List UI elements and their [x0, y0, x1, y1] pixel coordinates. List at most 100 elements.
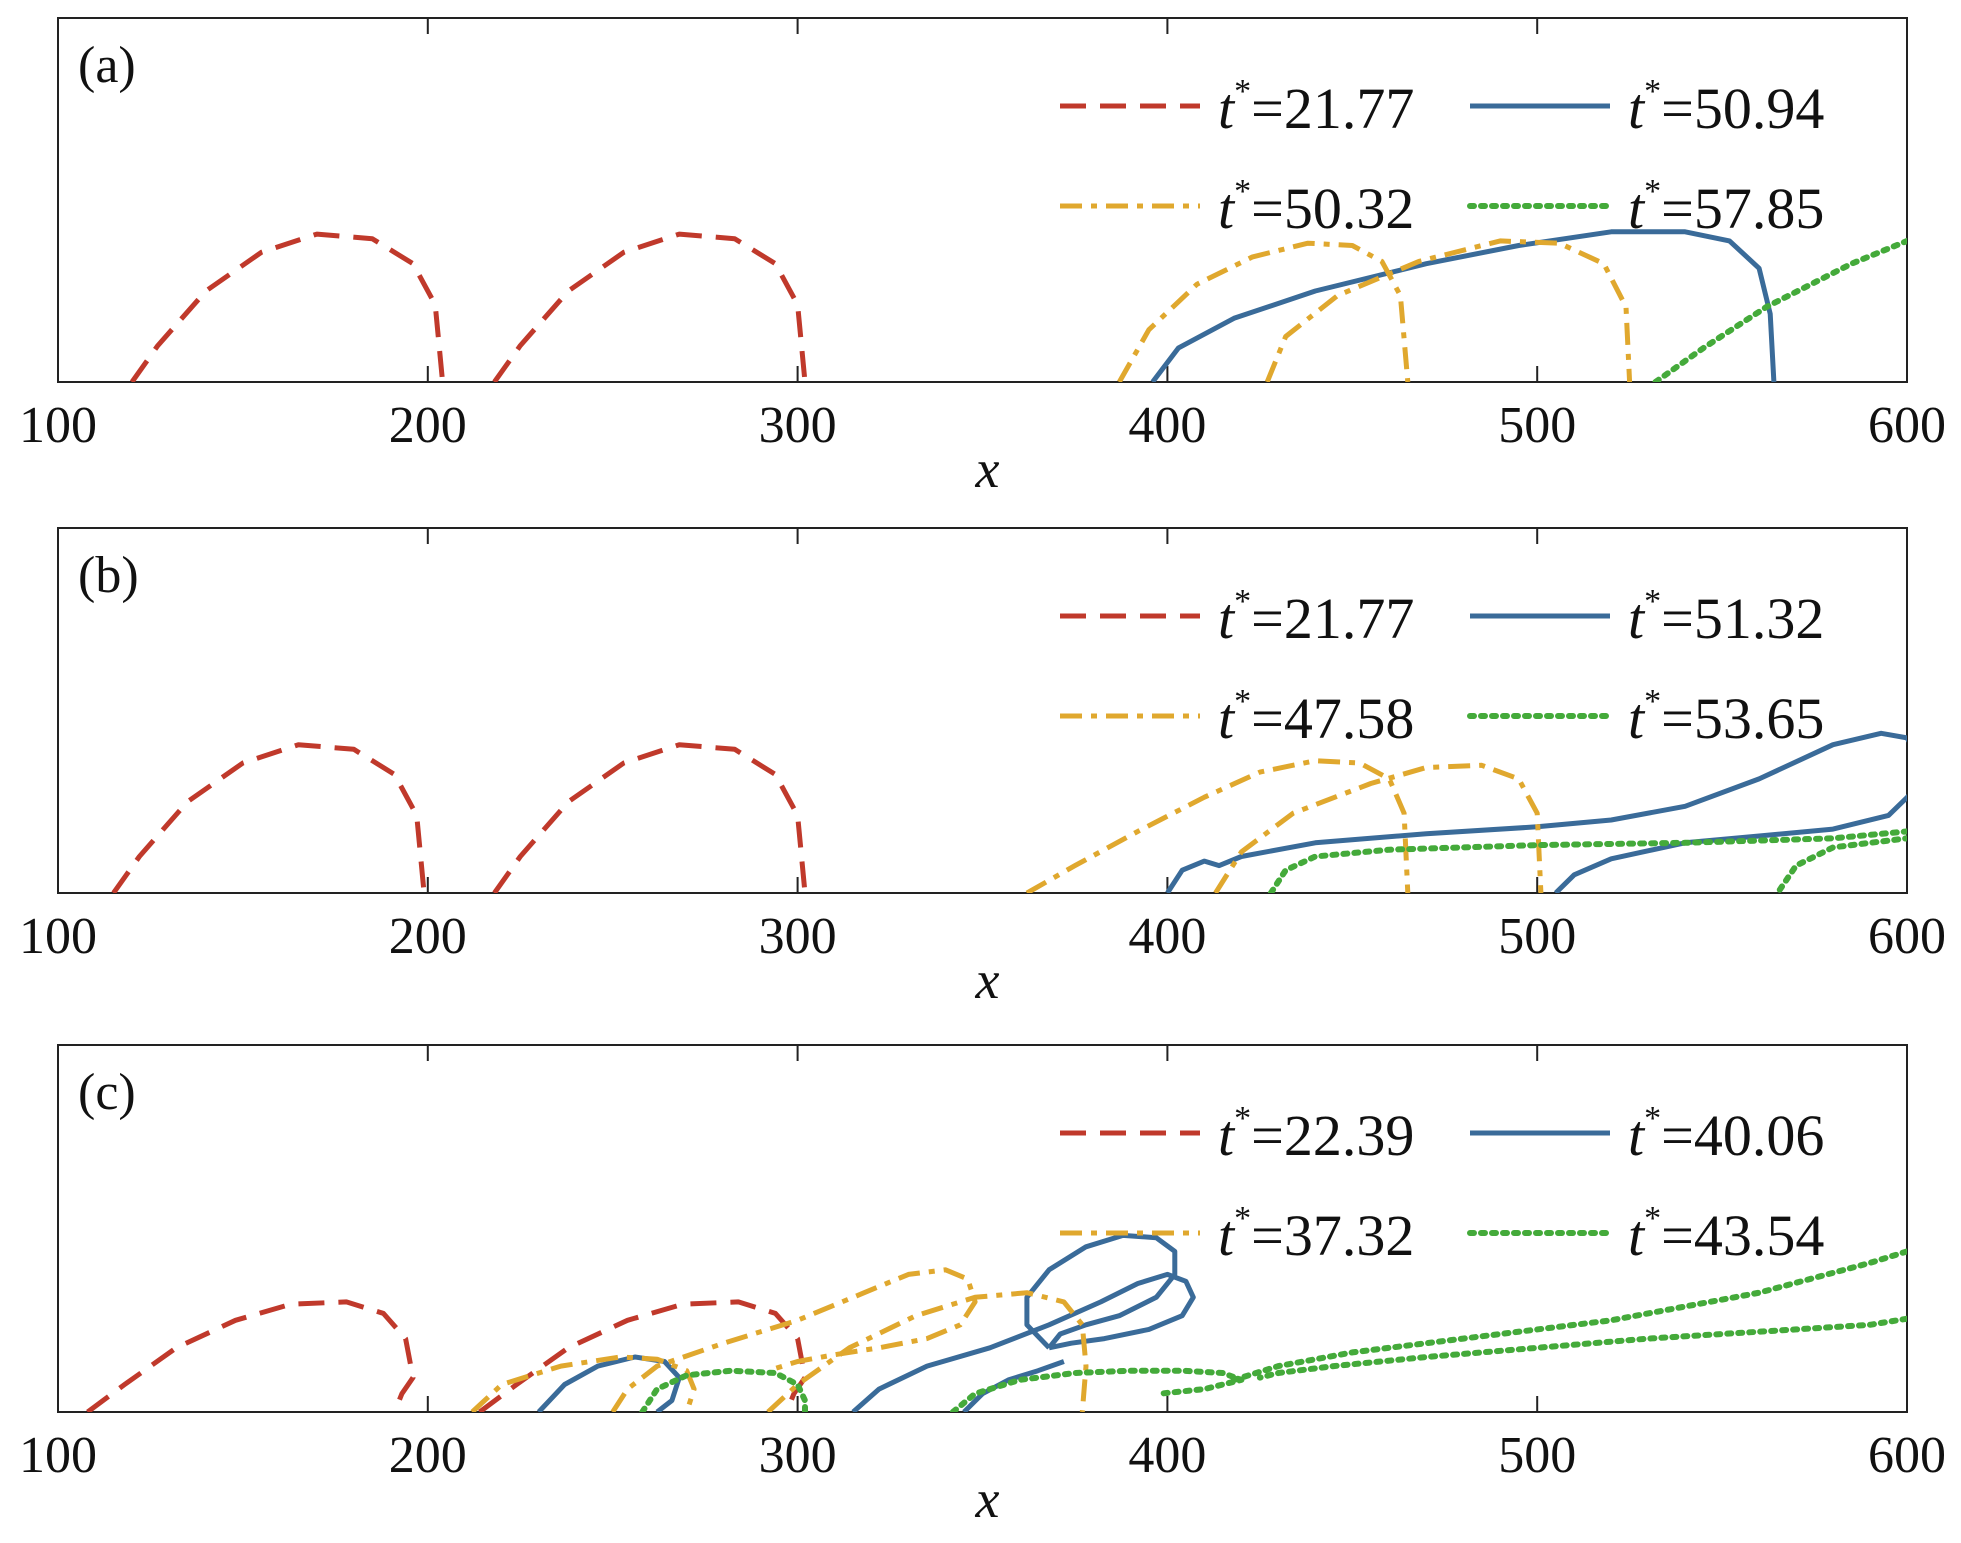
legend-superscript: *: [1234, 683, 1251, 720]
x-tick-label: 500: [1498, 1427, 1576, 1484]
legend-value: =21.77: [1251, 76, 1414, 141]
legend-entry: t*=21.77: [1060, 73, 1414, 141]
series-curve: [1150, 229, 1777, 382]
series-curve: [1231, 1248, 1907, 1383]
series-t-57-85: [1652, 237, 1907, 382]
series-curve: [1264, 238, 1633, 382]
series-curve: [478, 1299, 808, 1412]
legend-value: =37.32: [1251, 1203, 1414, 1268]
panel-label: (a): [78, 37, 136, 94]
legend-superscript: *: [1234, 1200, 1251, 1237]
legend-label: t*=21.77: [1218, 583, 1414, 651]
legend-label: t*=47.58: [1218, 683, 1414, 751]
legend-variable: t: [1218, 686, 1236, 751]
x-tick-label: 300: [759, 397, 837, 454]
series-t-47-58: [1025, 758, 1544, 893]
legend-value: =50.94: [1661, 76, 1824, 141]
series-t-43-54: [639, 1248, 1907, 1412]
x-tick-label: 100: [19, 908, 97, 965]
legend-entry: t*=43.54: [1467, 1200, 1824, 1268]
legend-superscript: *: [1644, 73, 1661, 110]
legend-label: t*=50.94: [1628, 73, 1824, 141]
series-curve: [1117, 240, 1411, 382]
series-curve: [962, 1359, 1065, 1412]
legend-superscript: *: [1234, 73, 1251, 110]
legend-label: t*=50.32: [1218, 173, 1414, 241]
legend-label: t*=22.39: [1218, 1100, 1414, 1168]
x-tick-label: 200: [389, 397, 467, 454]
series-curve: [1024, 1232, 1178, 1350]
legend-value: =40.06: [1661, 1103, 1824, 1168]
legend-value: =53.65: [1661, 686, 1824, 751]
series-t-51-32: [1165, 730, 1907, 893]
series-curve: [111, 742, 427, 893]
legend-variable: t: [1628, 76, 1646, 141]
series-t-53-65: [1267, 828, 1907, 893]
series-curve: [766, 1290, 1089, 1412]
legend-entry: t*=50.32: [1060, 173, 1414, 241]
legend-value: =21.77: [1251, 586, 1414, 651]
series-curve: [470, 1354, 697, 1412]
legend-entry: t*=21.77: [1060, 583, 1414, 651]
legend-variable: t: [1628, 586, 1646, 651]
legend-superscript: *: [1234, 1100, 1251, 1137]
x-tick-label: 200: [389, 908, 467, 965]
series-curve: [1267, 828, 1907, 893]
series-curve: [610, 1267, 978, 1412]
legend-value: =43.54: [1661, 1203, 1824, 1268]
legend-variable: t: [1218, 1103, 1236, 1168]
x-tick-label: 400: [1128, 397, 1206, 454]
series-curve: [639, 1367, 808, 1412]
legend-superscript: *: [1644, 683, 1661, 720]
legend-superscript: *: [1234, 583, 1251, 620]
x-axis-label: x: [975, 439, 1000, 499]
legend-variable: t: [1218, 76, 1236, 141]
legend-superscript: *: [1644, 583, 1661, 620]
legend-variable: t: [1628, 1203, 1646, 1268]
series-curve: [129, 231, 446, 382]
panel-label: (b): [78, 547, 139, 604]
legend-entry: t*=22.39: [1060, 1100, 1414, 1168]
series-t-21-77: [129, 231, 808, 382]
legend-label: t*=57.85: [1628, 173, 1824, 241]
panel-label: (c): [78, 1064, 136, 1121]
x-tick-label: 300: [759, 908, 837, 965]
series-curve: [492, 742, 808, 893]
legend-superscript: *: [1644, 173, 1661, 210]
x-axis-label: x: [975, 1469, 1000, 1529]
axes-frame: [57, 17, 1908, 383]
legend-superscript: *: [1644, 1100, 1661, 1137]
series-t-50-32: [1117, 238, 1633, 382]
legend-value: =47.58: [1251, 686, 1414, 751]
legend-entry: t*=50.94: [1470, 73, 1824, 141]
series-t-37-32: [470, 1267, 1089, 1412]
legend-superscript: *: [1644, 1200, 1661, 1237]
series-t-21-77: [111, 742, 808, 893]
series-curve: [949, 1367, 1245, 1412]
series-curve: [1213, 762, 1544, 893]
x-tick-label: 500: [1498, 908, 1576, 965]
x-tick-label: 200: [389, 1427, 467, 1484]
series-t-22-39: [86, 1299, 808, 1412]
legend-superscript: *: [1234, 173, 1251, 210]
legend-entry: t*=57.85: [1467, 173, 1824, 241]
legend-label: t*=37.32: [1218, 1200, 1414, 1268]
series-t-40-06: [536, 1232, 1196, 1412]
legend-label: t*=51.32: [1628, 583, 1824, 651]
x-tick-label: 400: [1128, 1427, 1206, 1484]
series-curve: [492, 231, 808, 382]
x-axis-label: x: [975, 950, 1000, 1010]
legend-entry: t*=47.58: [1060, 683, 1414, 751]
legend-label: t*=40.06: [1628, 1100, 1824, 1168]
series-curve: [1165, 730, 1907, 893]
legend-variable: t: [1218, 176, 1236, 241]
series-t-50-94: [1150, 229, 1777, 382]
legend-entry: t*=37.32: [1060, 1200, 1414, 1268]
x-tick-label: 500: [1498, 397, 1576, 454]
legend-value: =57.85: [1661, 176, 1824, 241]
legend-value: =51.32: [1661, 586, 1824, 651]
x-tick-label: 600: [1868, 397, 1946, 454]
